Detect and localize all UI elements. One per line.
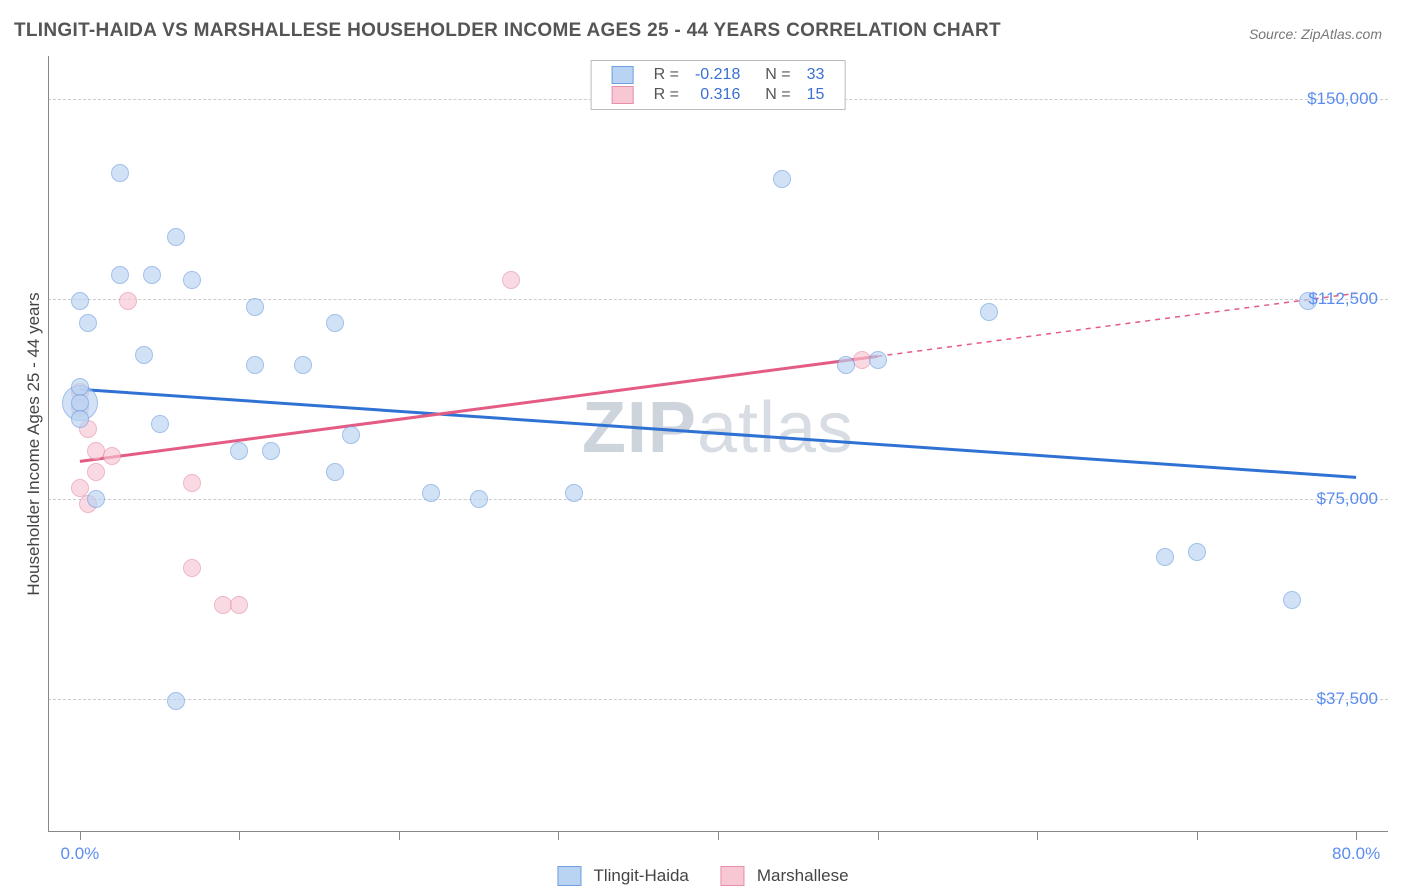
tlingit-point [470,490,488,508]
x-tick-label: 80.0% [1332,844,1380,864]
legend-r-label: R = [646,65,687,85]
tlingit-point [167,228,185,246]
x-tick-mark [80,832,81,840]
series-legend-item-tlingit: Tlingit-Haida [557,866,688,886]
y-axis-label: Householder Income Ages 25 - 44 years [24,292,44,595]
tlingit-point [262,442,280,460]
tlingit-point [151,415,169,433]
x-tick-mark [239,832,240,840]
tlingit-point [79,314,97,332]
marshallese-point [502,271,520,289]
tlingit-point [143,266,161,284]
marshallese-trendline-extrapolated [878,293,1357,356]
tlingit-trendline [80,389,1356,477]
tlingit-point [773,170,791,188]
legend-swatch-icon [612,86,634,104]
legend-row-tlingit: R =-0.218 N =33 [604,65,833,85]
tlingit-point [565,484,583,502]
series-legend-label: Tlingit-Haida [593,866,688,886]
trendlines-svg [48,56,1388,832]
y-tick-label: $112,500 [1308,289,1378,309]
legend-r-value: -0.218 [687,65,748,85]
x-tick-mark [1037,832,1038,840]
y-tick-label: $75,000 [1317,489,1378,509]
tlingit-point [980,303,998,321]
tlingit-point [246,356,264,374]
tlingit-point [230,442,248,460]
x-tick-mark [1197,832,1198,840]
legend-swatch-icon [612,66,634,84]
x-tick-label: 0.0% [61,844,100,864]
chart-title: TLINGIT-HAIDA VS MARSHALLESE HOUSEHOLDER… [14,20,1001,42]
legend-r-label: R = [646,85,687,105]
tlingit-point [1283,591,1301,609]
legend-r-value: 0.316 [687,85,748,105]
tlingit-point [869,351,887,369]
legend-n-value: 15 [799,85,833,105]
watermark: ZIPatlas [582,387,854,469]
tlingit-point [342,426,360,444]
tlingit-point [167,692,185,710]
marshallese-point [183,474,201,492]
chart-plot-area: Householder Income Ages 25 - 44 years ZI… [48,56,1388,832]
tlingit-point [326,314,344,332]
legend-n-value: 33 [799,65,833,85]
series-legend-label: Marshallese [757,866,849,886]
tlingit-point [1188,543,1206,561]
x-tick-mark [399,832,400,840]
y-tick-label: $150,000 [1307,89,1378,109]
legend-row-marshallese: R =0.316 N =15 [604,85,833,105]
series-legend-item-marshallese: Marshallese [721,866,849,886]
tlingit-point [326,463,344,481]
y-axis-line [48,56,49,832]
tlingit-point [71,410,89,428]
marshallese-trendline [80,356,878,461]
tlingit-point [837,356,855,374]
legend-n-label: N = [748,85,798,105]
x-tick-mark [558,832,559,840]
tlingit-point [294,356,312,374]
source-attribution: Source: ZipAtlas.com [1249,26,1382,42]
tlingit-point [135,346,153,364]
gridline [48,499,1388,500]
legend-n-label: N = [748,65,798,85]
tlingit-point [1156,548,1174,566]
tlingit-point [111,164,129,182]
tlingit-point [87,490,105,508]
marshallese-point [119,292,137,310]
marshallese-point [183,559,201,577]
legend-swatch-icon [721,866,745,886]
tlingit-point [183,271,201,289]
x-tick-mark [1356,832,1357,840]
legend-swatch-icon [557,866,581,886]
x-tick-mark [718,832,719,840]
series-legend: Tlingit-Haida Marshallese [557,866,848,886]
gridline [48,699,1388,700]
y-tick-label: $37,500 [1317,689,1378,709]
tlingit-point [246,298,264,316]
correlation-legend: R =-0.218 N =33R =0.316 N =15 [591,60,846,110]
marshallese-point [103,447,121,465]
x-tick-mark [878,832,879,840]
tlingit-point [111,266,129,284]
tlingit-point [71,292,89,310]
marshallese-point [87,463,105,481]
tlingit-point [422,484,440,502]
marshallese-point [230,596,248,614]
